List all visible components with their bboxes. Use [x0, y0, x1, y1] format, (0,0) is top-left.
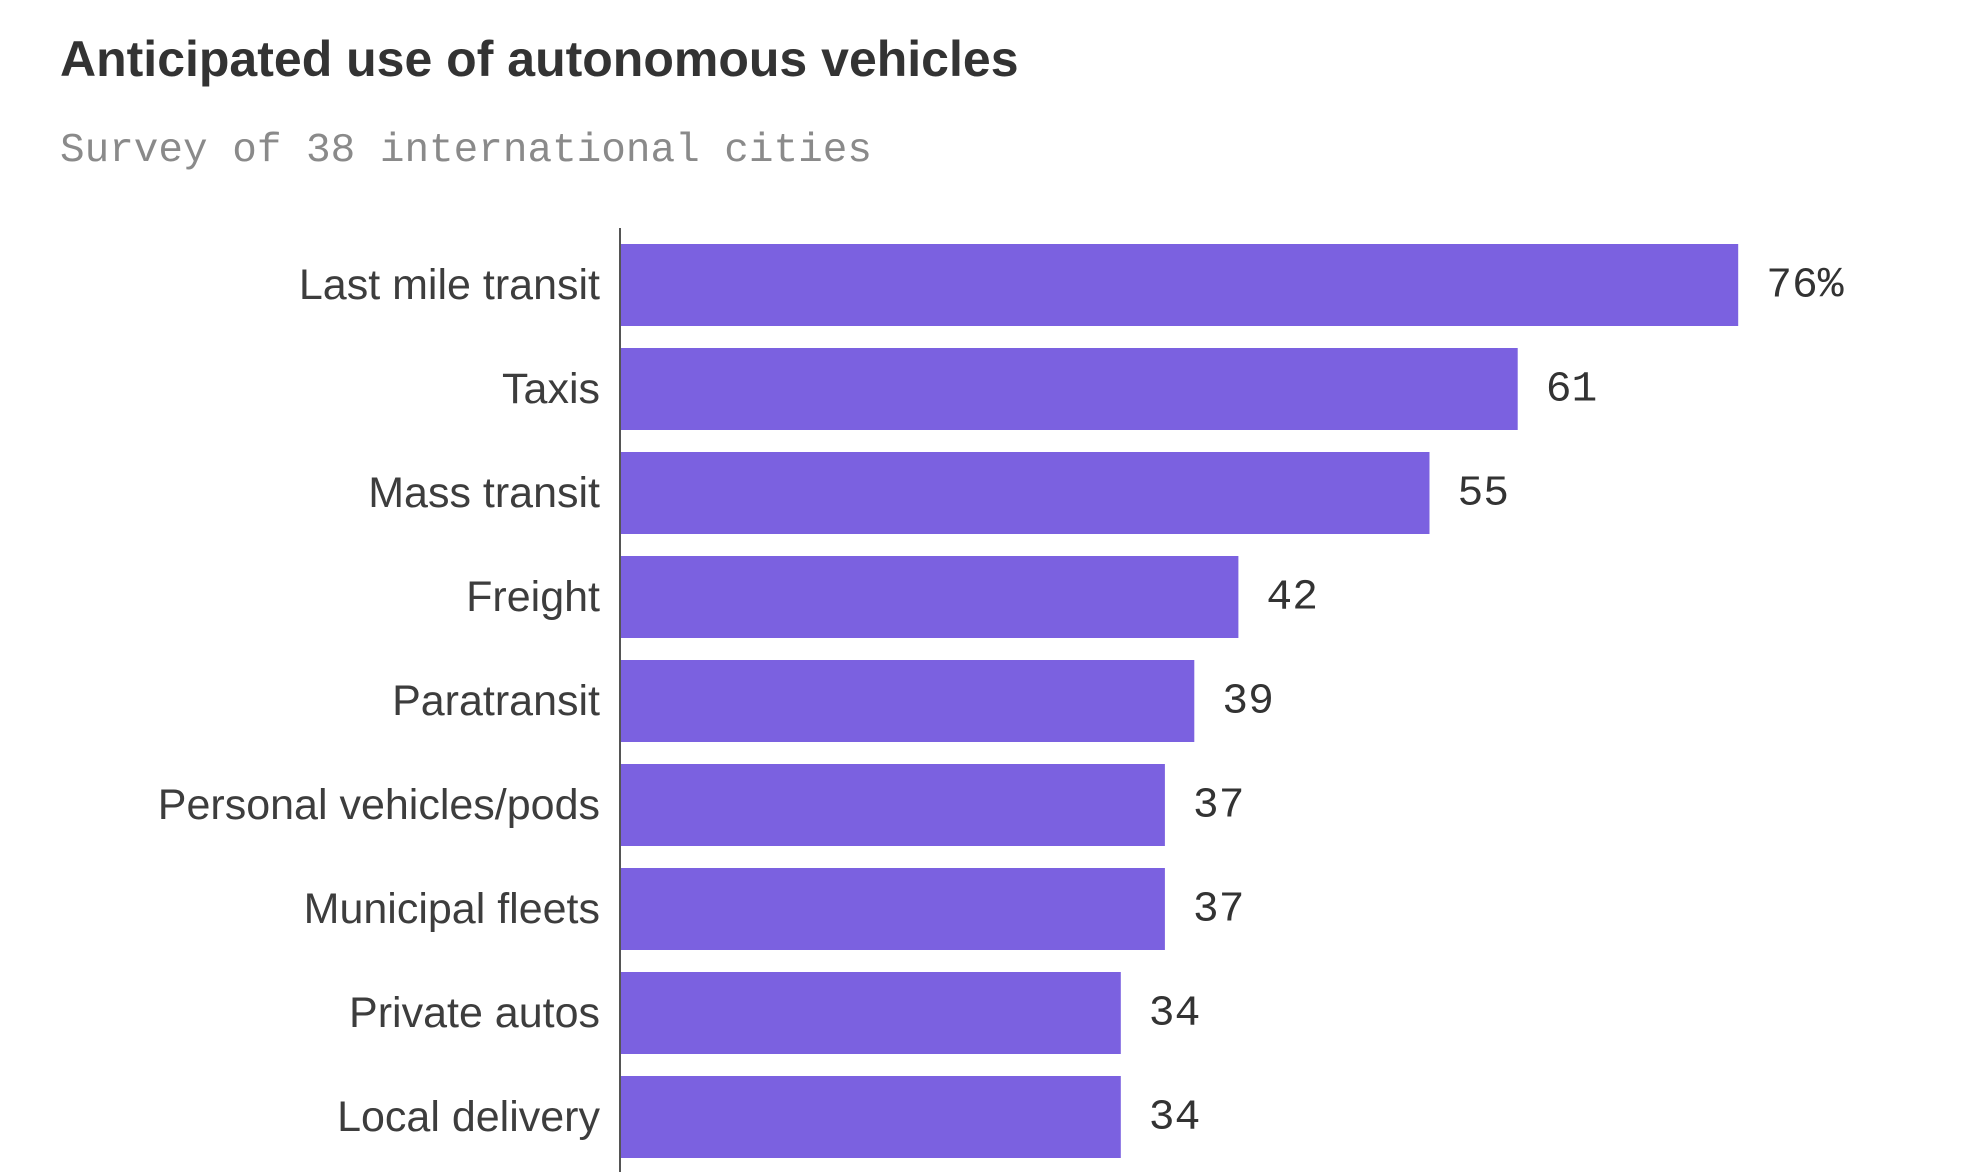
category-label: Freight	[466, 573, 600, 621]
category-label: Last mile transit	[299, 261, 600, 309]
value-label: 76%	[1766, 261, 1844, 310]
bar	[621, 660, 1195, 742]
category-label: Personal vehicles/pods	[158, 781, 600, 829]
category-label: Municipal fleets	[304, 885, 600, 933]
category-label: Private autos	[349, 989, 600, 1037]
category-label: Local delivery	[337, 1093, 600, 1141]
value-label: 37	[1193, 781, 1245, 830]
category-label: Taxis	[502, 365, 600, 413]
bar	[621, 1076, 1121, 1158]
bar	[621, 764, 1165, 846]
bar	[621, 868, 1165, 950]
value-labels-group: 76% 61 55 42 39 37 37 34 34	[1149, 261, 1844, 1142]
category-label: Mass transit	[368, 469, 600, 517]
chart-title: Anticipated use of autonomous vehicles	[60, 31, 1019, 87]
value-label: 39	[1222, 677, 1274, 726]
bars-group	[621, 244, 1739, 1158]
chart-subtitle: Survey of 38 international cities	[60, 128, 872, 174]
value-label: 55	[1458, 469, 1510, 518]
value-label: 61	[1546, 365, 1598, 414]
value-label: 34	[1149, 1093, 1201, 1142]
value-label: 37	[1193, 885, 1245, 934]
bar	[621, 244, 1739, 326]
category-labels-group: Last mile transit Taxis Mass transit Freigh…	[158, 261, 601, 1141]
bar	[621, 348, 1518, 430]
bar	[621, 452, 1430, 534]
category-label: Paratransit	[392, 677, 600, 725]
bar	[621, 972, 1121, 1054]
value-label: 34	[1149, 989, 1201, 1038]
bar	[621, 556, 1239, 638]
value-label: 42	[1266, 573, 1318, 622]
